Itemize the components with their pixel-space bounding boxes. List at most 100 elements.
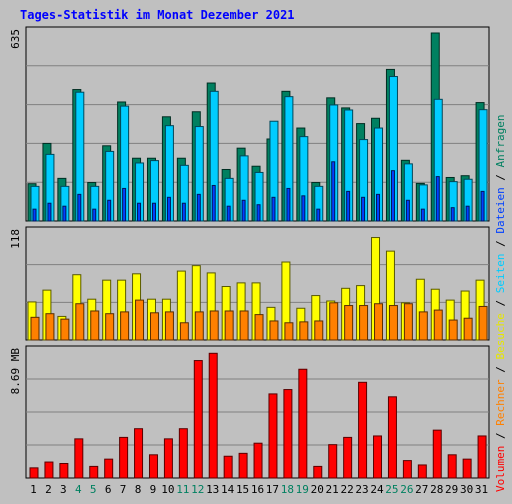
bar-rechner-day-22 (344, 305, 354, 341)
bar-dateien-day-17 (271, 196, 276, 222)
bar-dateien-day-30 (465, 205, 470, 222)
bar-dateien-day-31 (480, 190, 485, 222)
chart-title: Tages-Statistik im Monat Dezember 2021 (20, 8, 295, 22)
x-tick-label: 24 (370, 483, 384, 496)
bar-rechner-day-15 (239, 310, 249, 341)
bar-volumen-day-7 (119, 436, 129, 479)
bar-volumen-day-30 (462, 458, 472, 479)
panel-2: 118 (9, 226, 490, 341)
bar-volumen-day-15 (238, 452, 248, 479)
bar-volumen-day-9 (148, 454, 158, 479)
chart-panels: 635 118 8.69 MB (9, 26, 490, 479)
bar-volumen-day-17 (268, 393, 278, 479)
x-tick-label: 18 (281, 483, 294, 496)
y-label-part: / (494, 293, 507, 313)
x-tick-label: 4 (75, 483, 82, 496)
x-tick-label: 28 (430, 483, 443, 496)
x-tick-label: 27 (415, 483, 428, 496)
bar-dateien-day-13 (211, 184, 216, 222)
x-tick-label: 31 (475, 483, 488, 496)
y-label-part: Rechner (494, 379, 507, 426)
y-label-part: / (494, 167, 507, 187)
bar-rechner-day-9 (149, 312, 159, 341)
bar-volumen-day-16 (253, 442, 263, 479)
bar-volumen-day-21 (328, 444, 338, 479)
bar-dateien-day-11 (181, 202, 186, 222)
bar-dateien-day-18 (286, 187, 291, 222)
x-tick-label: 30 (460, 483, 473, 496)
bar-dateien-day-5 (92, 208, 97, 222)
bar-volumen-day-19 (298, 368, 308, 479)
bar-dateien-day-9 (151, 202, 156, 222)
y-label-part: Dateien (494, 187, 507, 233)
x-tick-label: 21 (326, 483, 339, 496)
bar-rechner-day-11 (179, 322, 189, 341)
x-tick-label: 23 (355, 483, 368, 496)
bar-rechner-day-7 (120, 311, 130, 341)
x-tick-label: 2 (45, 483, 52, 496)
x-tick-label: 5 (90, 483, 97, 496)
bar-volumen-day-11 (178, 428, 188, 479)
bar-volumen-day-27 (417, 464, 427, 479)
bar-dateien-day-4 (77, 193, 82, 222)
bar-rechner-day-8 (135, 299, 145, 341)
bar-volumen-day-29 (447, 454, 457, 479)
bar-volumen-day-10 (163, 438, 173, 479)
x-tick-label: 14 (221, 483, 235, 496)
bar-rechner-day-3 (60, 318, 70, 341)
bar-volumen-day-6 (104, 458, 114, 479)
x-tick-label: 7 (120, 483, 127, 496)
bar-dateien-day-28 (435, 176, 440, 222)
y-axis-label: Volumen / Rechner / Besuche / Seiten / D… (494, 114, 507, 492)
bar-volumen-day-12 (193, 360, 203, 479)
panel-max-label: 118 (9, 229, 22, 249)
bar-dateien-day-19 (301, 195, 306, 222)
bar-dateien-day-15 (241, 199, 246, 222)
bar-volumen-day-3 (59, 463, 69, 479)
x-axis-tick-labels: 1 2 3 4 5 6 7 8 9 10 11 12 13 14 15 16 17 18 19 20 21 22 23 24 2… (30, 483, 488, 496)
bar-volumen-day-2 (44, 461, 54, 479)
x-tick-label: 17 (266, 483, 279, 496)
x-tick-label: 8 (135, 483, 142, 496)
bar-volumen-day-8 (134, 428, 144, 479)
x-tick-label: 6 (105, 483, 112, 496)
bar-dateien-day-8 (137, 202, 142, 222)
y-label-part: / (494, 426, 507, 446)
bar-rechner-day-21 (329, 302, 339, 341)
bar-rechner-day-28 (433, 309, 443, 341)
bar-rechner-day-29 (448, 319, 458, 341)
x-tick-label: 19 (296, 483, 309, 496)
x-tick-label: 3 (60, 483, 67, 496)
bar-volumen-day-31 (477, 435, 487, 479)
bar-dateien-day-16 (256, 204, 261, 222)
bar-rechner-day-19 (299, 321, 309, 341)
bar-dateien-day-3 (62, 205, 67, 222)
x-tick-label: 11 (176, 483, 189, 496)
y-label-part: Anfragen (494, 114, 507, 167)
bar-rechner-day-27 (418, 311, 428, 341)
bar-rechner-day-2 (45, 313, 55, 341)
bar-rechner-day-23 (359, 305, 369, 341)
bar-rechner-day-30 (463, 317, 473, 341)
bar-volumen-day-28 (432, 429, 442, 479)
bar-dateien-day-20 (316, 208, 321, 222)
bar-rechner-day-10 (164, 311, 174, 341)
bar-volumen-day-25 (387, 396, 397, 479)
x-tick-label: 1 (30, 483, 37, 496)
y-label-part: Besuche (494, 313, 507, 359)
bar-volumen-day-23 (358, 381, 368, 479)
bar-dateien-day-25 (390, 170, 395, 222)
x-tick-label: 29 (445, 483, 458, 496)
bar-volumen-day-18 (283, 389, 293, 479)
x-tick-label: 26 (400, 483, 413, 496)
bar-rechner-day-20 (314, 320, 324, 341)
panel-3: 8.69 MB (9, 345, 490, 479)
panel-max-label: 635 (9, 29, 22, 49)
y-label-part: / (494, 360, 507, 380)
bar-volumen-day-20 (313, 465, 323, 479)
bar-rechner-day-14 (224, 310, 234, 341)
x-tick-label: 20 (311, 483, 324, 496)
y-label-part: Seiten (494, 254, 507, 294)
x-tick-label: 15 (236, 483, 249, 496)
